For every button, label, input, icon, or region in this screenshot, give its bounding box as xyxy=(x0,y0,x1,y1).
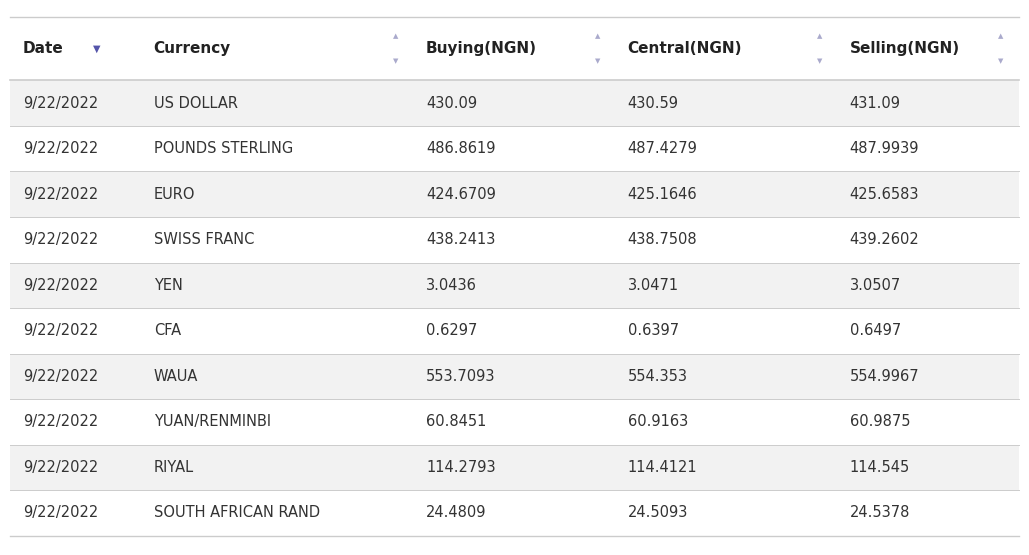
Text: 24.5378: 24.5378 xyxy=(850,505,910,521)
Text: 430.59: 430.59 xyxy=(628,95,679,111)
Text: 439.2602: 439.2602 xyxy=(850,232,919,248)
Text: 9/22/2022: 9/22/2022 xyxy=(23,232,98,248)
Text: ▼: ▼ xyxy=(817,58,822,64)
Text: 438.2413: 438.2413 xyxy=(426,232,495,248)
Text: WAUA: WAUA xyxy=(153,369,199,384)
Text: 114.2793: 114.2793 xyxy=(426,460,496,475)
Text: ▲: ▲ xyxy=(817,33,822,39)
Text: 9/22/2022: 9/22/2022 xyxy=(23,460,98,475)
Text: 3.0436: 3.0436 xyxy=(426,278,476,293)
Text: US DOLLAR: US DOLLAR xyxy=(153,95,238,111)
FancyBboxPatch shape xyxy=(10,308,1019,354)
Text: ▼: ▼ xyxy=(998,58,1003,64)
Text: 554.353: 554.353 xyxy=(628,369,687,384)
Text: 24.4809: 24.4809 xyxy=(426,505,487,521)
FancyBboxPatch shape xyxy=(10,217,1019,263)
Text: Selling(NGN): Selling(NGN) xyxy=(850,41,960,56)
Text: ▲: ▲ xyxy=(595,33,600,39)
Text: SOUTH AFRICAN RAND: SOUTH AFRICAN RAND xyxy=(153,505,320,521)
Text: 431.09: 431.09 xyxy=(850,95,900,111)
Text: Currency: Currency xyxy=(153,41,230,56)
Text: 9/22/2022: 9/22/2022 xyxy=(23,95,98,111)
FancyBboxPatch shape xyxy=(10,263,1019,308)
Text: POUNDS STERLING: POUNDS STERLING xyxy=(153,141,293,157)
Text: YEN: YEN xyxy=(153,278,182,293)
FancyBboxPatch shape xyxy=(10,126,1019,171)
Text: 60.9163: 60.9163 xyxy=(628,414,688,430)
Text: Date: Date xyxy=(23,41,64,56)
Text: 0.6497: 0.6497 xyxy=(850,323,900,339)
FancyBboxPatch shape xyxy=(10,80,1019,126)
Text: ▼: ▼ xyxy=(595,58,600,64)
Text: YUAN/RENMINBI: YUAN/RENMINBI xyxy=(153,414,271,430)
Text: 9/22/2022: 9/22/2022 xyxy=(23,323,98,339)
Text: CFA: CFA xyxy=(153,323,181,339)
Text: ▼: ▼ xyxy=(393,58,398,64)
Text: 9/22/2022: 9/22/2022 xyxy=(23,278,98,293)
Text: ▲: ▲ xyxy=(998,33,1003,39)
Text: 438.7508: 438.7508 xyxy=(628,232,698,248)
FancyBboxPatch shape xyxy=(10,445,1019,490)
Text: 486.8619: 486.8619 xyxy=(426,141,496,157)
Text: 425.1646: 425.1646 xyxy=(628,186,698,202)
FancyBboxPatch shape xyxy=(10,399,1019,445)
Text: 60.8451: 60.8451 xyxy=(426,414,487,430)
Text: ▲: ▲ xyxy=(393,33,398,39)
Text: 9/22/2022: 9/22/2022 xyxy=(23,369,98,384)
Text: 553.7093: 553.7093 xyxy=(426,369,496,384)
Text: SWISS FRANC: SWISS FRANC xyxy=(153,232,254,248)
FancyBboxPatch shape xyxy=(10,171,1019,217)
Text: 425.6583: 425.6583 xyxy=(850,186,919,202)
Text: ▼: ▼ xyxy=(93,43,101,54)
Text: Buying(NGN): Buying(NGN) xyxy=(426,41,537,56)
Text: 424.6709: 424.6709 xyxy=(426,186,496,202)
Text: 487.9939: 487.9939 xyxy=(850,141,919,157)
Text: 9/22/2022: 9/22/2022 xyxy=(23,141,98,157)
FancyBboxPatch shape xyxy=(10,354,1019,399)
Text: 430.09: 430.09 xyxy=(426,95,477,111)
Text: 9/22/2022: 9/22/2022 xyxy=(23,186,98,202)
Text: 0.6297: 0.6297 xyxy=(426,323,477,339)
Text: RIYAL: RIYAL xyxy=(153,460,193,475)
Text: 9/22/2022: 9/22/2022 xyxy=(23,414,98,430)
Text: 9/22/2022: 9/22/2022 xyxy=(23,505,98,521)
FancyBboxPatch shape xyxy=(10,17,1019,80)
Text: 60.9875: 60.9875 xyxy=(850,414,910,430)
Text: EURO: EURO xyxy=(153,186,196,202)
Text: 0.6397: 0.6397 xyxy=(628,323,679,339)
Text: 554.9967: 554.9967 xyxy=(850,369,919,384)
Text: 3.0471: 3.0471 xyxy=(628,278,679,293)
FancyBboxPatch shape xyxy=(10,490,1019,536)
Text: Central(NGN): Central(NGN) xyxy=(628,41,742,56)
Text: 114.545: 114.545 xyxy=(850,460,910,475)
Text: 24.5093: 24.5093 xyxy=(628,505,688,521)
Text: 114.4121: 114.4121 xyxy=(628,460,698,475)
Text: 487.4279: 487.4279 xyxy=(628,141,698,157)
Text: 3.0507: 3.0507 xyxy=(850,278,900,293)
